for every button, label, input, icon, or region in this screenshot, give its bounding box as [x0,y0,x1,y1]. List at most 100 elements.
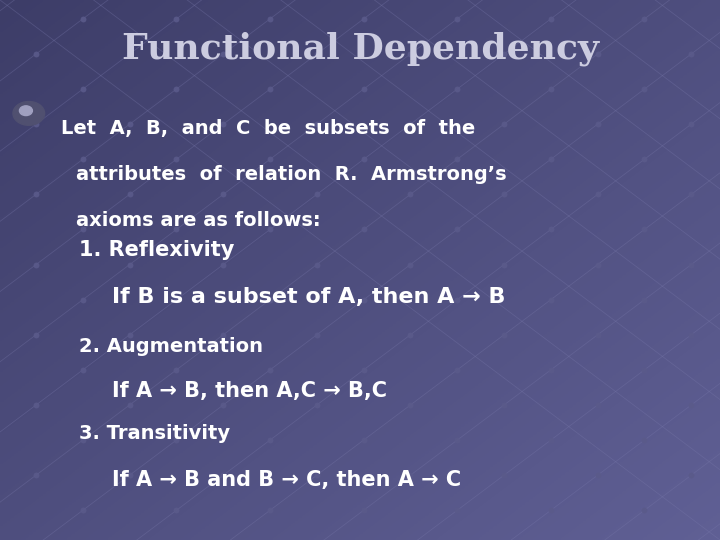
Point [171,15,182,23]
Text: Functional Dependency: Functional Dependency [122,31,598,66]
Point [685,120,697,129]
Point [451,436,463,444]
Point [592,401,603,409]
Point [30,471,42,480]
Point [358,506,369,515]
Point [639,436,650,444]
Point [358,295,369,304]
Point [685,50,697,58]
Point [451,295,463,304]
Point [358,15,369,23]
Point [311,190,323,199]
Point [264,225,276,234]
Point [77,506,89,515]
Point [124,401,135,409]
Point [124,471,135,480]
Point [311,50,323,58]
Point [30,260,42,269]
Point [171,366,182,374]
Point [217,260,229,269]
Point [217,120,229,129]
Point [77,225,89,234]
Point [592,330,603,339]
Point [124,330,135,339]
Point [545,366,557,374]
Point [30,190,42,199]
Point [217,471,229,480]
Point [217,190,229,199]
Point [451,15,463,23]
Point [264,436,276,444]
Point [498,190,510,199]
Text: attributes  of  relation  R.  Armstrong’s: attributes of relation R. Armstrong’s [76,165,506,184]
Point [451,506,463,515]
Text: 2. Augmentation: 2. Augmentation [79,338,264,356]
Text: Let  A,  B,  and  C  be  subsets  of  the: Let A, B, and C be subsets of the [61,119,475,138]
Circle shape [13,102,45,125]
Point [311,260,323,269]
Point [264,295,276,304]
Point [545,155,557,164]
Text: If A → B, then A,C → B,C: If A → B, then A,C → B,C [112,381,387,401]
Point [124,120,135,129]
Point [592,190,603,199]
Text: 1. Reflexivity: 1. Reflexivity [79,240,235,260]
Point [592,471,603,480]
Point [358,85,369,93]
Point [405,330,416,339]
Circle shape [19,106,32,116]
Point [30,401,42,409]
Point [264,15,276,23]
Point [405,260,416,269]
Point [264,366,276,374]
Point [685,190,697,199]
Point [685,401,697,409]
Point [451,85,463,93]
Point [592,120,603,129]
Point [30,50,42,58]
Point [685,260,697,269]
Point [498,471,510,480]
Point [358,436,369,444]
Text: axioms are as follows:: axioms are as follows: [76,211,320,229]
Point [171,225,182,234]
Point [264,85,276,93]
Point [358,155,369,164]
Text: If B is a subset of A, then A → B: If B is a subset of A, then A → B [112,287,505,307]
Point [77,155,89,164]
Point [217,50,229,58]
Point [264,155,276,164]
Point [124,260,135,269]
Point [77,295,89,304]
Text: 3. Transitivity: 3. Transitivity [79,424,230,443]
Point [405,401,416,409]
Point [639,506,650,515]
Point [30,120,42,129]
Point [545,506,557,515]
Point [311,120,323,129]
Point [451,225,463,234]
Point [405,471,416,480]
Point [171,85,182,93]
Point [358,366,369,374]
Point [405,190,416,199]
Point [264,506,276,515]
Point [639,15,650,23]
Point [685,471,697,480]
Point [124,190,135,199]
Point [545,85,557,93]
Point [545,15,557,23]
Point [171,155,182,164]
Point [405,120,416,129]
Point [77,15,89,23]
Point [311,401,323,409]
Text: If A → B and B → C, then A → C: If A → B and B → C, then A → C [112,470,461,490]
Point [685,330,697,339]
Point [124,50,135,58]
Point [592,260,603,269]
Point [77,436,89,444]
Point [217,401,229,409]
Point [545,295,557,304]
Point [592,50,603,58]
Point [545,436,557,444]
